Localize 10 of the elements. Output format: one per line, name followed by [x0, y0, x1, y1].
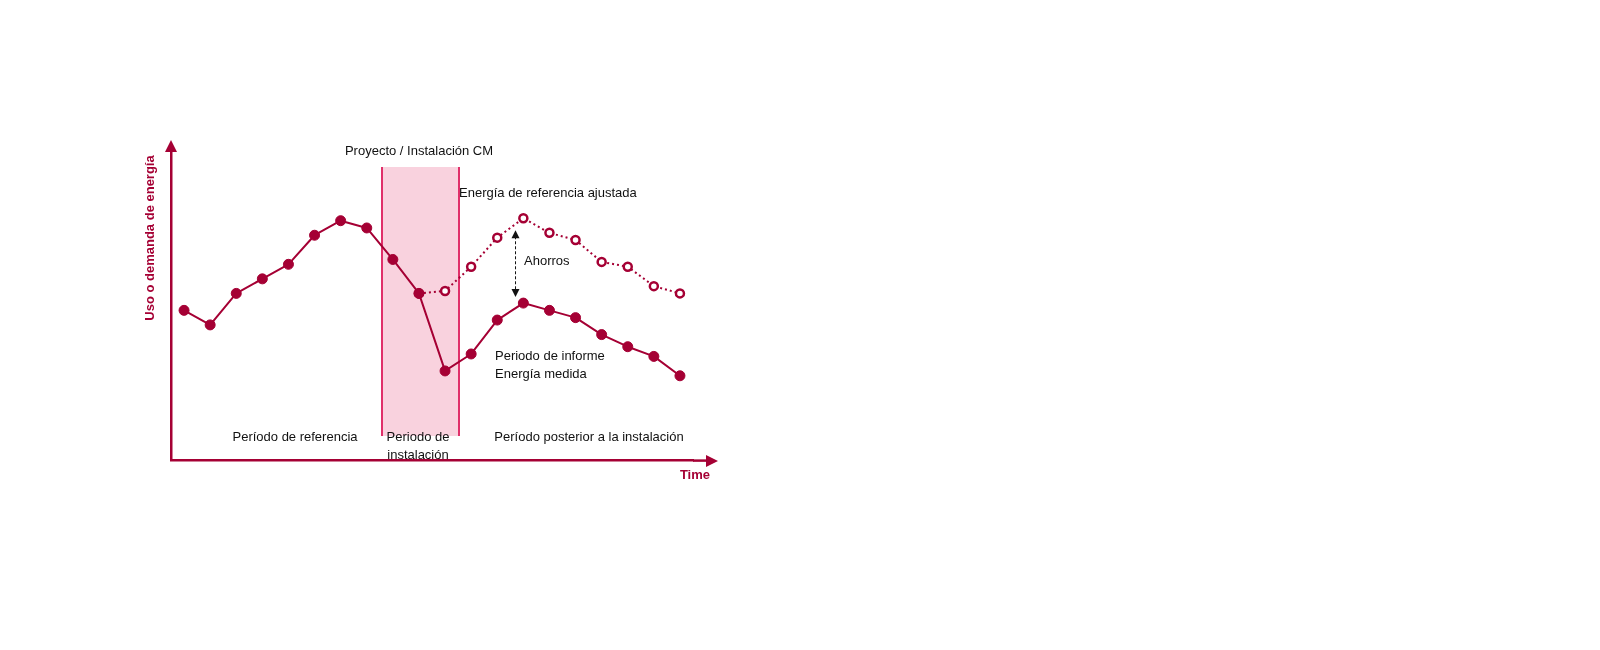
text: Proyecto / Instalación CM [344, 143, 494, 158]
annotation: Ahorros [524, 253, 571, 268]
annotation: Período posterior a la instalación [494, 429, 684, 444]
annotation: Periodo de instalación [386, 429, 450, 462]
y-axis-title: Uso o demanda de energía [142, 154, 158, 321]
annotation: Periodo de informe [495, 348, 605, 363]
series-label: Energía medida [495, 366, 588, 381]
text: Energía de referencia ajustada [459, 185, 638, 200]
x-axis-title: Time [679, 466, 710, 482]
annotation: Período de referencia [232, 429, 359, 444]
